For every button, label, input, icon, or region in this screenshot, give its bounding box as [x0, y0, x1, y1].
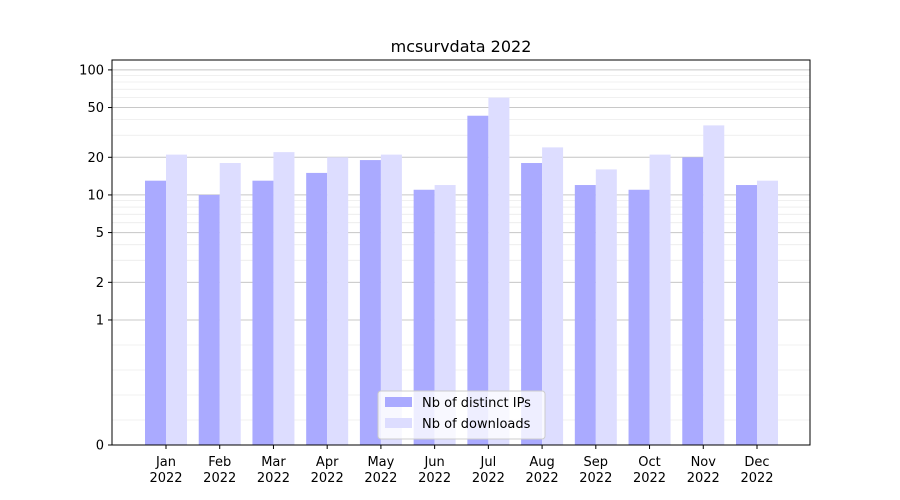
- y-tick-label: 0: [96, 439, 104, 454]
- bar-aug-downloads: [542, 147, 564, 446]
- bar-sep-distinct-ips: [574, 185, 596, 445]
- legend-swatch: [385, 397, 412, 407]
- bar-oct-downloads: [649, 154, 671, 446]
- bar-may-downloads: [380, 154, 402, 446]
- bar-jun-distinct-ips: [413, 189, 435, 445]
- x-tick-label-year: 2022: [472, 471, 505, 486]
- bar-dec-distinct-ips: [736, 185, 757, 445]
- plot-frame: [111, 59, 811, 446]
- bar-sep-downloads: [595, 169, 617, 445]
- x-tick-label-month: Oct: [638, 455, 660, 470]
- bar-mar-downloads: [273, 152, 295, 445]
- bar-nov-downloads: [703, 125, 725, 445]
- legend-label: Nb of downloads: [422, 417, 531, 432]
- y-tick-label: 2: [96, 276, 104, 291]
- bar-dec-downloads: [757, 180, 778, 445]
- bar-jan-downloads: [166, 154, 187, 446]
- x-tick-label-month: Feb: [208, 455, 231, 470]
- bar-feb-distinct-ips: [198, 194, 220, 445]
- x-tick-label-year: 2022: [149, 471, 182, 486]
- x-tick-label-month: Sep: [584, 455, 609, 470]
- x-tick-label-month: Jul: [480, 455, 497, 470]
- legend-swatch: [385, 418, 412, 428]
- x-tick-label-month: Aug: [529, 455, 554, 470]
- x-tick-label-month: Dec: [744, 455, 769, 470]
- legend: Nb of distinct IPs Nb of downloads: [377, 390, 546, 440]
- y-tick-label: 5: [96, 226, 104, 241]
- bar-apr-distinct-ips: [306, 172, 328, 445]
- bar-may-distinct-ips: [359, 160, 381, 445]
- x-tick-label-year: 2022: [687, 471, 720, 486]
- bar-jan-distinct-ips: [145, 180, 166, 445]
- bar-jun-downloads: [434, 185, 456, 445]
- x-tick-label-year: 2022: [579, 471, 612, 486]
- x-tick-label-year: 2022: [418, 471, 451, 486]
- bar-apr-downloads: [327, 157, 349, 445]
- x-tick-label-year: 2022: [633, 471, 666, 486]
- x-tick-label-month: Nov: [691, 455, 717, 470]
- bar-nov-distinct-ips: [682, 157, 704, 445]
- x-tick-label-year: 2022: [740, 471, 773, 486]
- y-tick-label: 1: [96, 313, 104, 328]
- x-tick-label-month: Jan: [155, 455, 176, 470]
- x-axis: Jan2022Feb2022Mar2022Apr2022May2022Jun20…: [149, 445, 774, 486]
- bar-aug-distinct-ips: [521, 163, 543, 445]
- y-tick-label: 100: [79, 63, 104, 78]
- y-axis: 0 1 2 5 10 20 50 100: [79, 63, 112, 454]
- x-tick-label-year: 2022: [526, 471, 559, 486]
- x-tick-label-month: Apr: [316, 455, 339, 470]
- bar-mar-distinct-ips: [252, 180, 274, 445]
- x-tick-label-year: 2022: [257, 471, 290, 486]
- x-tick-label-month: Jun: [423, 455, 444, 470]
- x-tick-label-year: 2022: [203, 471, 236, 486]
- chart-title: mcsurvdata 2022: [391, 37, 532, 56]
- bar-jul-distinct-ips: [467, 115, 489, 445]
- legend-box: [377, 390, 546, 440]
- bars-layer: [145, 97, 778, 446]
- x-tick-label-year: 2022: [311, 471, 344, 486]
- x-tick-label-year: 2022: [364, 471, 397, 486]
- y-tick-label: 20: [87, 151, 104, 166]
- bar-oct-distinct-ips: [628, 189, 650, 445]
- legend-label: Nb of distinct IPs: [422, 396, 531, 411]
- y-tick-label: 50: [87, 101, 104, 116]
- x-tick-label-month: Mar: [261, 455, 286, 470]
- bar-feb-downloads: [219, 163, 241, 445]
- bar-jul-downloads: [488, 97, 510, 445]
- y-tick-label: 10: [87, 188, 104, 203]
- x-tick-label-month: May: [367, 455, 394, 470]
